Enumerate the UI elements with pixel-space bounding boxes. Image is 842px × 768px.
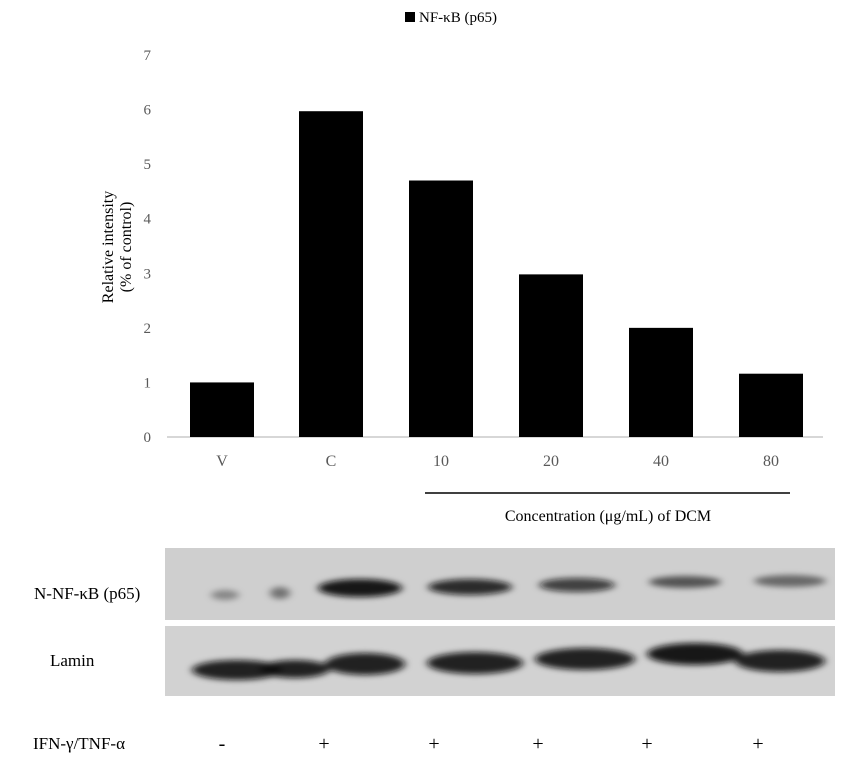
x-category-label: 80 [763,453,779,470]
x-category-label: V [216,453,228,470]
treatment-sign: + [428,733,440,755]
blot-band [535,648,635,670]
y-tick-label: 1 [144,375,152,391]
blot-band [318,579,402,597]
chart-legend: NF-κB (p65) [405,10,497,26]
blot-band [427,652,523,674]
blot-band [192,660,282,680]
bar-20 [519,274,583,437]
x-category-label: 40 [653,453,669,470]
y-tick-label: 4 [144,212,152,228]
treatment-sign: + [752,733,764,755]
treatment-sign: + [641,733,653,755]
treatment-sign: - [218,733,226,755]
blot-band [649,576,721,588]
blot-label-nfkb: N-NF-κB (p65) [34,584,141,603]
blot-band [270,587,290,599]
y-tick-label: 7 [144,48,152,64]
blot-band [211,590,239,600]
x-category-label: 10 [433,453,449,470]
legend-swatch [405,12,415,22]
y-axis-label-line1: Relative intensity [100,191,117,303]
y-tick-label: 6 [144,103,152,119]
bars [190,111,803,438]
y-tick-label: 2 [144,321,152,337]
blot-band [735,650,825,672]
concentration-label: Concentration (μg/mL) of DCM [505,508,711,525]
blot-band [754,575,826,587]
y-axis-ticks: 0 1 2 3 4 5 6 7 [144,48,152,446]
western-blot-lamin [165,626,835,696]
legend-label: NF-κB (p65) [419,10,497,26]
bar-V [190,382,254,437]
treatment-label: IFN-γ/TNF-α [33,734,125,753]
treatment-sign: + [532,733,544,755]
bar-chart: NF-κB (p65) Relative intensity (% of con… [100,10,823,525]
blot-band [325,653,405,675]
blot-band [428,579,512,595]
x-category-label: 20 [543,453,559,470]
bar-80 [739,373,803,437]
y-axis-label-line2: (% of control) [118,202,135,293]
treatment-sign: + [318,733,330,755]
y-tick-label: 0 [144,430,152,446]
blot-band [260,660,330,678]
blot-band [539,578,615,592]
western-blot-nfkb [165,548,835,620]
bar-40 [629,327,693,437]
y-tick-label: 3 [144,266,152,282]
blot-band [647,643,743,665]
x-axis-categories: V C 10 20 40 80 [216,453,779,470]
blot-label-lamin: Lamin [50,651,95,670]
y-tick-label: 5 [144,157,152,173]
x-category-label: C [326,453,337,470]
bar-C [299,111,363,438]
bar-10 [409,180,473,437]
